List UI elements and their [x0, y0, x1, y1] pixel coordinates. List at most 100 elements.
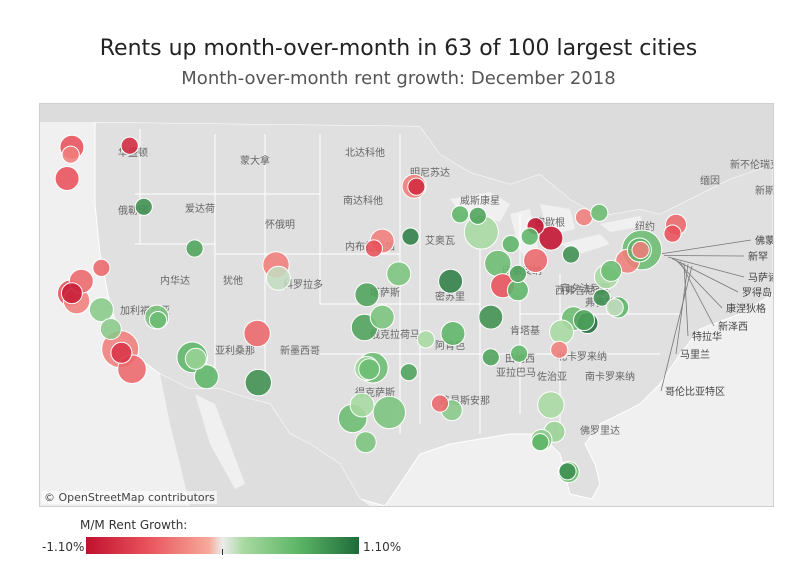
state-label-ok: 俄克拉荷马 [370, 328, 420, 341]
callout-label-nh: 新罕 [748, 250, 768, 263]
city-bubble-atlanta[interactable]: Atlanta: 0.7% [510, 344, 529, 363]
page-subtitle: Month-over-month rent growth: December 2… [181, 68, 616, 89]
state-label-sc: 南卡罗来纳 [585, 370, 635, 383]
state-label-ia: 艾奥瓦 [425, 234, 455, 247]
state-label-me: 缅因 [700, 174, 720, 187]
city-bubble-cincinnati[interactable]: Cincinnati: 0.8% [508, 264, 527, 283]
callout-line-vt [659, 239, 752, 255]
city-bubble-little-rock[interactable]: Little Rock: 0.2% [416, 330, 435, 349]
city-bubble-lincoln[interactable]: Lincoln: -0.6% [364, 239, 383, 258]
city-bubble-pittsburgh[interactable]: Pittsburgh: 0.9% [561, 245, 581, 264]
state-label-nm: 新墨西哥 [280, 344, 320, 357]
city-bubble-spokane[interactable]: Spokane: -0.9% [120, 136, 139, 155]
map-attribution[interactable]: © OpenStreetMap contributors [42, 491, 217, 504]
callout-label-dc: 哥伦比亚特区 [665, 385, 725, 398]
city-bubble-el-paso[interactable]: El Paso: 0.9% [244, 368, 273, 397]
city-bubble-henderson[interactable]: Henderson: 0.6% [148, 311, 168, 330]
city-bubble-portland[interactable]: Portland: -0.6% [54, 166, 80, 191]
city-bubble-colorado-springs[interactable]: Colorado Springs: 0.1% [265, 265, 291, 291]
state-label-wy: 怀俄明 [265, 219, 295, 231]
city-bubble-indianapolis[interactable]: Indianapolis: 0.6% [484, 249, 512, 278]
gulf-of-california [195, 394, 245, 489]
city-bubble-corpus-christi[interactable]: Corpus Christi: 0.5% [354, 431, 377, 454]
city-bubble-birmingham[interactable]: Birmingham: 0.8% [481, 348, 500, 367]
city-bubble-shreveport[interactable]: Shreveport: 0.8% [399, 363, 418, 382]
city-bubble-baltimore[interactable]: Baltimore: 0.6% [600, 259, 623, 282]
city-bubble-richmond[interactable]: Richmond: 0.9% [592, 288, 611, 307]
callout-label-vt: 佛蒙 [755, 234, 773, 247]
callout-line-ri [671, 258, 739, 293]
city-bubble-baton-rouge[interactable]: Baton Rouge: -0.5% [430, 394, 450, 413]
city-bubble-milwaukee[interactable]: Milwaukee: 0.8% [468, 206, 487, 225]
callout-line-nh [663, 255, 745, 257]
city-bubble-jacksonville[interactable]: Jacksonville: 0.2% [537, 391, 565, 419]
city-bubble-charlotte[interactable]: Charlotte: 0.2% [549, 319, 575, 345]
city-bubble-tulsa[interactable]: Tulsa: 0.5% [369, 304, 395, 330]
callout-lines [659, 239, 752, 392]
state-label-wv: 西弗吉尼亚 [555, 284, 605, 297]
page-title: Rents up month-over-month in 63 of 100 l… [99, 36, 698, 61]
legend-max-label: 1.10% [363, 540, 402, 554]
city-bubble-tucson[interactable]: Tucson: 0.7% [193, 364, 219, 390]
city-bubble-madison[interactable]: Madison: 0.7% [451, 205, 470, 224]
city-bubble-norfolk[interactable]: Norfolk: 0.1% [605, 298, 624, 317]
city-bubble-mesa[interactable]: Mesa: 0.3% [184, 347, 207, 370]
legend-title: M/M Rent Growth: [80, 518, 188, 532]
city-bubble-rochester[interactable]: Rochester: 0.6% [590, 203, 609, 222]
city-bubble-jersey-city[interactable]: Jersey City: -0.4% [631, 240, 650, 260]
city-bubble-des-moines[interactable]: Des Moines: 1% [401, 227, 420, 246]
city-bubble-long-beach[interactable]: Long Beach: -0.8% [110, 341, 133, 364]
city-bubble-boise[interactable]: Boise: 0.9% [134, 197, 153, 216]
callout-label-ma: 马萨诸 [748, 272, 773, 284]
city-bubble-st-petersburg[interactable]: St. Petersburg: 0.7% [531, 433, 550, 452]
state-label-mt: 蒙大拿 [240, 154, 270, 167]
city-bubble-columbia[interactable]: Columbia: -0.4% [550, 340, 569, 359]
city-bubble-columbus[interactable]: Columbus: -0.5% [523, 248, 549, 273]
city-bubble-cleveland[interactable]: Cleveland: -1.1% [538, 225, 564, 251]
bubble-map[interactable]: 华盛顿蒙大拿北达科他明尼苏达南达科他威斯康星俄勒冈爱达荷怀俄明内布拉斯加艾奥瓦密… [39, 103, 774, 507]
state-label-ns: 新斯 [755, 184, 773, 197]
city-bubble-st-louis[interactable]: St. Louis: 1% [438, 268, 464, 294]
callout-label-md: 马里兰 [680, 348, 710, 361]
state-label-nv: 内华达 [160, 274, 190, 287]
legend-zero-tick [222, 549, 223, 555]
city-bubble-arlington-tx[interactable]: Arlington TX: 0.6% [358, 358, 381, 381]
state-label-nd: 北达科他 [345, 146, 385, 159]
callout-label-nj: 新泽西 [718, 320, 748, 333]
city-bubble-durham[interactable]: Durham: 0.8% [573, 309, 595, 332]
city-bubble-salt-lake-city[interactable]: Salt Lake City: 0.8% [185, 239, 204, 258]
city-bubble-fort-wayne[interactable]: Fort Wayne: 0.7% [501, 235, 520, 254]
city-bubble-tacoma[interactable]: Tacoma: -0.4% [61, 145, 80, 164]
city-bubble-memphis[interactable]: Memphis: 0.7% [440, 321, 466, 346]
city-bubble-fresno[interactable]: Fresno: 0.4% [88, 297, 114, 323]
map-canvas[interactable]: 华盛顿蒙大拿北达科他明尼苏达南达科他威斯康星俄勒冈爱达荷怀俄明内布拉斯加艾奥瓦密… [40, 104, 773, 506]
callout-line-dc [660, 265, 693, 392]
city-bubble-st-paul[interactable]: St. Paul: -0.9% [407, 177, 426, 196]
legend-color-ramp [86, 537, 359, 554]
callout-labels: 佛蒙新罕马萨诸罗得岛康涅狄格新泽西特拉华马里兰哥伦比亚特区 [665, 234, 773, 398]
city-bubble-buffalo[interactable]: Buffalo: -0.4% [574, 208, 594, 227]
city-bubble-kansas-city[interactable]: Kansas City: 0.5% [386, 261, 412, 287]
city-bubble-albuquerque[interactable]: Albuquerque: -0.5% [243, 319, 271, 348]
state-label-co: 科罗拉多 [283, 278, 323, 291]
state-label-nc: 北卡罗来纳 [557, 350, 607, 363]
callout-line-ma [667, 256, 745, 278]
city-bubble-hialeah[interactable]: Hialeah: 0.9% [558, 462, 577, 481]
state-label-fl: 佛罗里达 [580, 424, 620, 437]
callout-label-ri: 罗得岛 [742, 286, 772, 299]
city-bubble-oakland[interactable]: Oakland: -1% [60, 282, 83, 305]
city-bubble-toledo[interactable]: Toledo: 0.7% [520, 227, 539, 246]
city-bubble-houston[interactable]: Houston: 0.5% [372, 395, 406, 430]
state-label-mo: 密苏里 [435, 290, 465, 303]
city-bubble-nashville[interactable]: Nashville: 0.9% [478, 304, 504, 330]
city-bubble-wichita[interactable]: Wichita: 0.8% [354, 282, 380, 308]
city-bubble-reno[interactable]: Reno: -0.5% [92, 258, 111, 277]
callout-label-de: 特拉华 [692, 330, 722, 343]
city-bubble-providence[interactable]: Providence: -0.6% [663, 224, 682, 243]
city-bubble-bakersfield[interactable]: Bakersfield: 0.4% [99, 318, 122, 340]
callout-label-ct: 康涅狄格 [726, 302, 766, 315]
city-bubble-austin[interactable]: Austin: 0.2% [349, 392, 375, 418]
city-bubbles[interactable]: New York: 0.6%Los Angeles: -0.4%Chicago:… [54, 134, 687, 483]
canada-landmass [40, 104, 773, 216]
state-label-ga: 佐治亚 [537, 370, 567, 383]
